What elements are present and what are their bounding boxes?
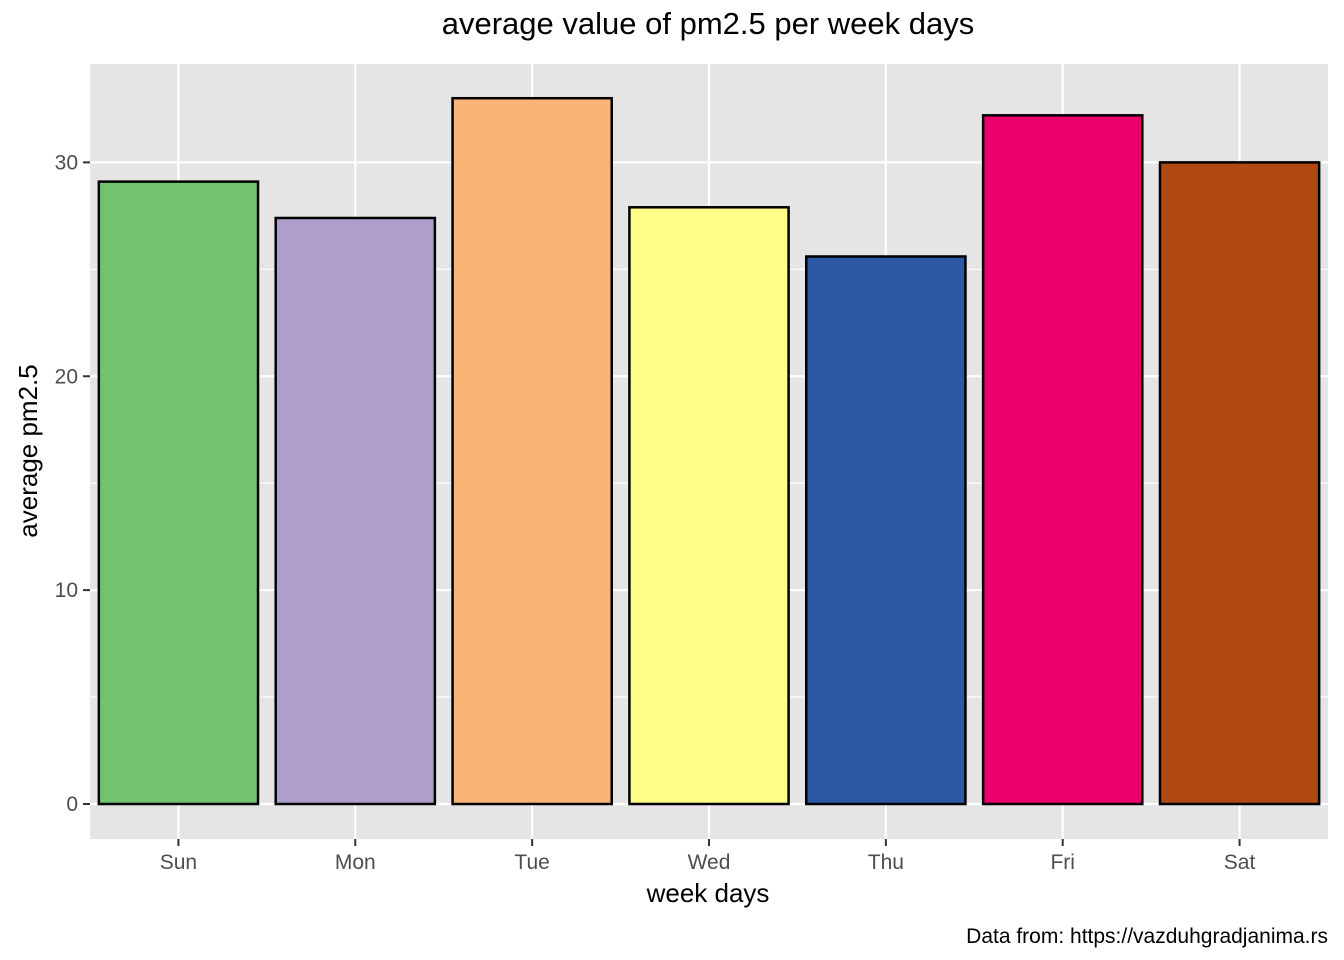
x-tick-label: Tue: [514, 851, 549, 874]
x-tick-label: Thu: [868, 851, 904, 874]
bar-wed: [628, 206, 790, 806]
y-tick-label: 30: [55, 151, 78, 174]
x-axis-title: week days: [646, 878, 770, 908]
y-tick-label: 0: [66, 793, 78, 816]
data-source-caption: Data from: https://vazduhgradjanima.rs: [966, 925, 1328, 948]
x-tick-label: Wed: [688, 851, 731, 874]
bars: [97, 96, 1321, 806]
bar-fri: [981, 114, 1144, 806]
x-axis: Sun Mon Tue Wed Thu Fri Sat: [160, 839, 1256, 874]
bar-tue: [451, 96, 613, 806]
y-axis-title: average pm2.5: [13, 364, 43, 537]
bar-sun: [97, 180, 260, 806]
bar-thu: [805, 255, 967, 806]
chart-title: average value of pm2.5 per week days: [442, 6, 974, 41]
y-axis: 0 10 20 30: [55, 151, 90, 816]
bar-sat: [1158, 161, 1321, 806]
x-tick-label: Mon: [335, 851, 376, 874]
x-tick-label: Fri: [1050, 851, 1075, 874]
y-tick-label: 10: [55, 579, 78, 602]
x-tick-label: Sun: [160, 851, 197, 874]
y-tick-label: 20: [55, 365, 78, 388]
x-tick-label: Sat: [1224, 851, 1256, 874]
bar-mon: [274, 216, 437, 806]
